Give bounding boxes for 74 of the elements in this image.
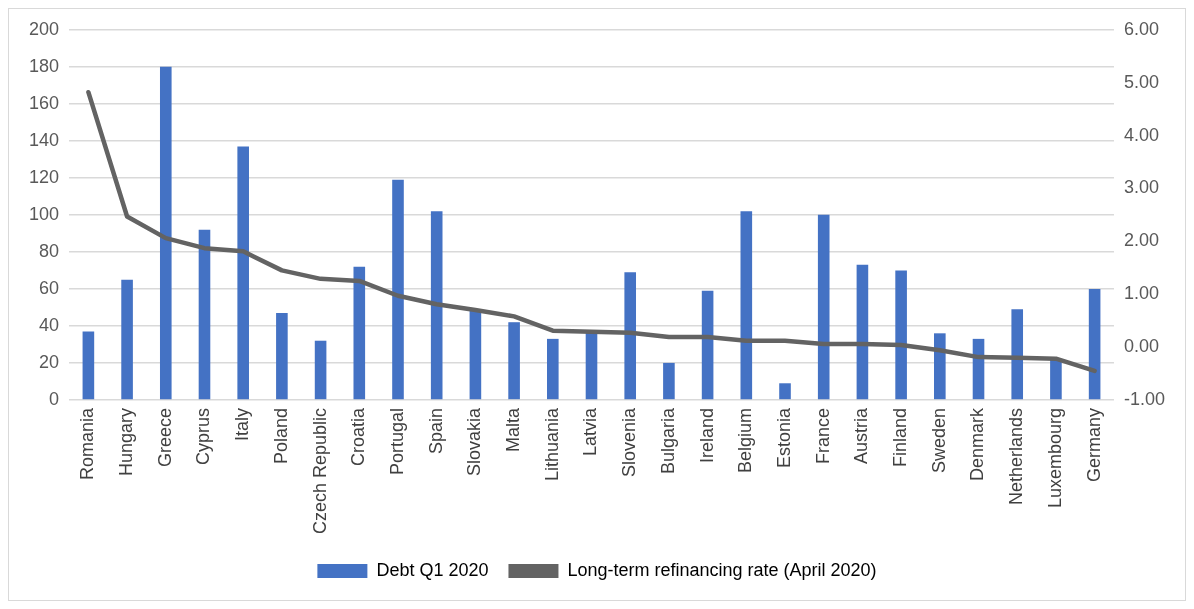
bar [663,362,675,400]
bar [198,229,211,400]
x-tick-label: Latvia [580,406,601,456]
y2-tick-label: 1.00 [1123,283,1160,304]
bar [547,338,559,400]
x-tick-label: Malta [503,406,524,452]
x-tick-label: Luxembourg [1044,407,1065,509]
x-tick-label: Slovenia [619,406,640,477]
bar [1011,309,1024,400]
x-tick-label: Germany [1083,407,1104,482]
bar [121,279,133,400]
bar [469,311,482,400]
bar [237,146,249,400]
y2-tick-label: 6.00 [1123,18,1160,39]
bar [430,211,443,400]
y-tick-label: 200 [28,18,60,39]
y-tick-label: 40 [39,314,60,335]
bar [1050,359,1062,400]
x-tick-label: Belgium [735,407,756,473]
bar [1088,288,1101,400]
legend-label: Long-term refinancing rate (April 2020) [567,559,877,580]
x-tick-label: Austria [851,406,872,464]
y2-tick-label: 5.00 [1123,71,1160,92]
y2-tick-label: 0.00 [1123,336,1160,357]
x-tick-label: Croatia [348,406,369,466]
x-tick-label: Netherlands [1006,407,1027,505]
y-tick-label: 180 [28,55,60,76]
x-tick-label: Hungary [116,407,137,476]
x-tick-label: Romania [77,406,98,480]
bar [701,290,714,400]
y2-tick-label: -1.00 [1123,388,1165,409]
legend-label: Debt Q1 2020 [376,559,489,580]
x-tick-label: Spain [425,407,446,454]
bar [779,383,791,400]
bar [740,211,753,400]
y-tick-label: 80 [39,240,60,261]
x-tick-label: Estonia [773,406,794,468]
bar [856,264,869,400]
y-tick-label: 20 [39,351,60,372]
x-tick-label: Italy [232,407,253,441]
y-tick-label: 140 [28,129,60,150]
y2-tick-label: 4.00 [1123,124,1160,145]
x-tick-label: Lithuania [541,406,562,482]
bar [353,266,366,400]
y2-tick-label: 2.00 [1123,230,1160,251]
x-tick-label: Cyprus [193,407,214,465]
x-tick-label: Denmark [967,406,988,481]
y-tick-label: 100 [28,203,60,224]
bar [508,322,520,400]
bar [585,331,598,400]
x-tick-label: Finland [890,407,911,467]
bar [934,333,946,400]
bar [895,270,907,400]
bar [624,272,637,400]
y-tick-label: 160 [28,92,60,113]
bar [159,66,172,400]
bar [276,312,288,400]
bar [314,340,327,400]
x-tick-label: Slovakia [464,406,485,476]
x-tick-label: Greece [154,407,175,467]
x-tick-label: Czech Republic [309,407,330,534]
x-tick-label: France [812,407,833,464]
y-tick-label: 60 [39,277,60,298]
x-tick-label: Bulgaria [657,406,678,474]
bar [817,214,830,400]
y-tick-label: 120 [28,166,60,187]
x-tick-label: Sweden [928,407,949,473]
x-tick-label: Ireland [696,407,717,463]
x-tick-label: Portugal [386,407,407,475]
bar [392,179,404,400]
y-tick-label: 0 [49,388,60,409]
y2-tick-label: 3.00 [1123,177,1160,198]
bar [82,331,95,400]
x-tick-label: Poland [270,407,291,464]
